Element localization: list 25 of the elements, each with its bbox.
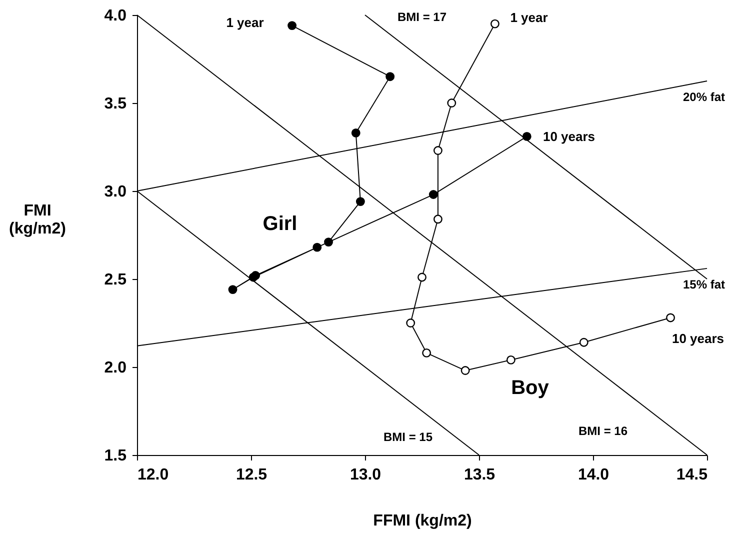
annotation: Girl <box>262 213 298 235</box>
y-tick-label: 3.0 <box>104 184 127 200</box>
x-axis-title: FFMI (kg/m2) <box>373 512 472 530</box>
x-tick-label: 14.0 <box>578 466 610 484</box>
x-tick-label: 12.5 <box>236 466 268 484</box>
x-tick-label: 13.0 <box>350 466 382 484</box>
y-axis-title: FMI (kg/m2) <box>9 202 66 238</box>
annotation: 1 year <box>510 10 548 25</box>
x-tick-label: 14.5 <box>676 466 708 484</box>
annotation: 1 year <box>226 15 264 30</box>
annotation: BMI = 17 <box>397 10 447 24</box>
annotation: BMI = 15 <box>383 430 433 444</box>
annotation: 10 years <box>542 129 596 144</box>
annotation: BMI = 16 <box>578 424 628 438</box>
annotation: Boy <box>511 377 550 399</box>
series-label: 20% fat <box>683 90 726 104</box>
y-tick-label: 2.0 <box>104 360 127 376</box>
y-tick-label: 1.5 <box>104 448 127 464</box>
annotation: 10 years <box>672 331 724 346</box>
y-tick-label: 2.5 <box>104 272 127 288</box>
y-tick-label: 4.0 <box>104 8 127 24</box>
y-tick-label: 3.5 <box>104 96 127 112</box>
series-label: 15% fat <box>683 277 726 292</box>
x-tick-label: 13.5 <box>464 466 496 484</box>
x-tick-label: 12.0 <box>138 466 169 484</box>
